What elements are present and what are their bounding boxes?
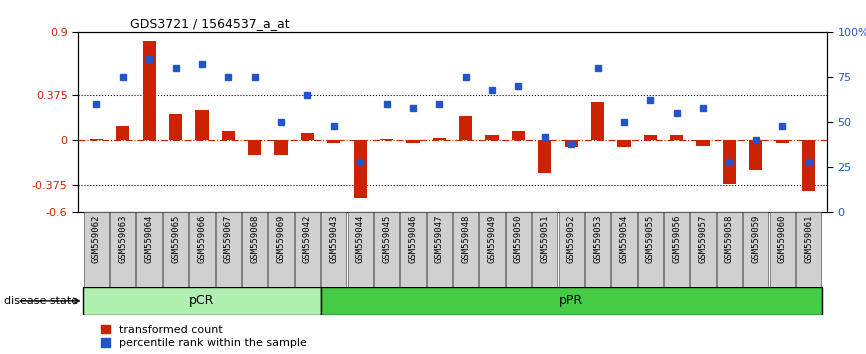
Bar [506,212,531,287]
Text: GSM559061: GSM559061 [804,215,813,263]
Bar [84,212,109,287]
Text: GSM559042: GSM559042 [303,215,312,263]
Bar [723,140,736,183]
Bar [163,212,188,287]
Bar [406,140,419,143]
Bar [664,212,689,287]
Bar [643,135,657,140]
Bar [591,102,604,140]
Text: GDS3721 / 1564537_a_at: GDS3721 / 1564537_a_at [130,17,289,30]
Bar [696,140,709,146]
Text: GSM559048: GSM559048 [462,215,470,263]
Bar [453,212,478,287]
Bar [559,212,584,287]
Bar [427,212,452,287]
Bar [637,212,663,287]
Bar [268,212,294,287]
Text: GSM559050: GSM559050 [514,215,523,263]
Bar [320,287,822,315]
Bar [670,135,683,140]
Bar [512,131,525,140]
Text: GSM559045: GSM559045 [382,215,391,263]
Text: GSM559065: GSM559065 [171,215,180,263]
Bar [321,212,346,287]
Text: GSM559051: GSM559051 [540,215,549,263]
Bar [327,140,340,143]
Bar [196,110,209,140]
Text: GSM559062: GSM559062 [92,215,101,263]
Bar [802,140,815,191]
Text: GSM559056: GSM559056 [672,215,682,263]
Bar [717,212,742,287]
Text: GSM559064: GSM559064 [145,215,153,263]
Bar [143,41,156,140]
Bar [776,140,789,143]
Bar [796,212,821,287]
Bar [617,140,630,147]
Text: GSM559067: GSM559067 [223,215,233,263]
Legend: transformed count, percentile rank within the sample: transformed count, percentile rank withi… [100,325,307,348]
Text: pPR: pPR [559,295,583,307]
Bar [90,139,103,140]
Bar [116,126,129,140]
Text: GSM559063: GSM559063 [119,215,127,263]
Bar [190,212,215,287]
Bar [137,212,162,287]
Bar [743,212,768,287]
Bar [294,212,320,287]
Text: GSM559046: GSM559046 [409,215,417,263]
Bar [585,212,611,287]
Text: disease state: disease state [4,296,79,306]
Bar [690,212,715,287]
Bar [110,212,135,287]
Text: GSM559059: GSM559059 [752,215,760,263]
Text: GSM559044: GSM559044 [356,215,365,263]
Bar [242,212,268,287]
Text: GSM559060: GSM559060 [778,215,786,263]
Text: pCR: pCR [190,295,215,307]
Bar [459,116,472,140]
Text: GSM559053: GSM559053 [593,215,602,263]
Text: GSM559066: GSM559066 [197,215,206,263]
Bar [347,212,373,287]
Text: GSM559058: GSM559058 [725,215,734,263]
Bar [374,212,399,287]
Bar [433,138,446,140]
Bar [248,140,262,155]
Bar [222,131,235,140]
Bar [169,114,182,140]
Text: GSM559069: GSM559069 [276,215,286,263]
Text: GSM559049: GSM559049 [488,215,496,263]
Text: GSM559068: GSM559068 [250,215,259,263]
Bar [538,140,552,173]
Bar [480,212,505,287]
Text: GSM559054: GSM559054 [619,215,629,263]
Text: GSM559043: GSM559043 [329,215,339,263]
Bar [83,287,320,315]
Bar [275,140,288,155]
Bar [770,212,795,287]
Bar [353,140,367,198]
Text: GSM559055: GSM559055 [646,215,655,263]
Bar [400,212,425,287]
Bar [380,139,393,140]
Bar [216,212,241,287]
Bar [486,135,499,140]
Bar [611,212,637,287]
Bar [532,212,558,287]
Text: GSM559052: GSM559052 [566,215,576,263]
Text: GSM559057: GSM559057 [699,215,708,263]
Text: GSM559047: GSM559047 [435,215,443,263]
Bar [565,140,578,147]
Bar [301,133,314,140]
Bar [749,140,762,170]
